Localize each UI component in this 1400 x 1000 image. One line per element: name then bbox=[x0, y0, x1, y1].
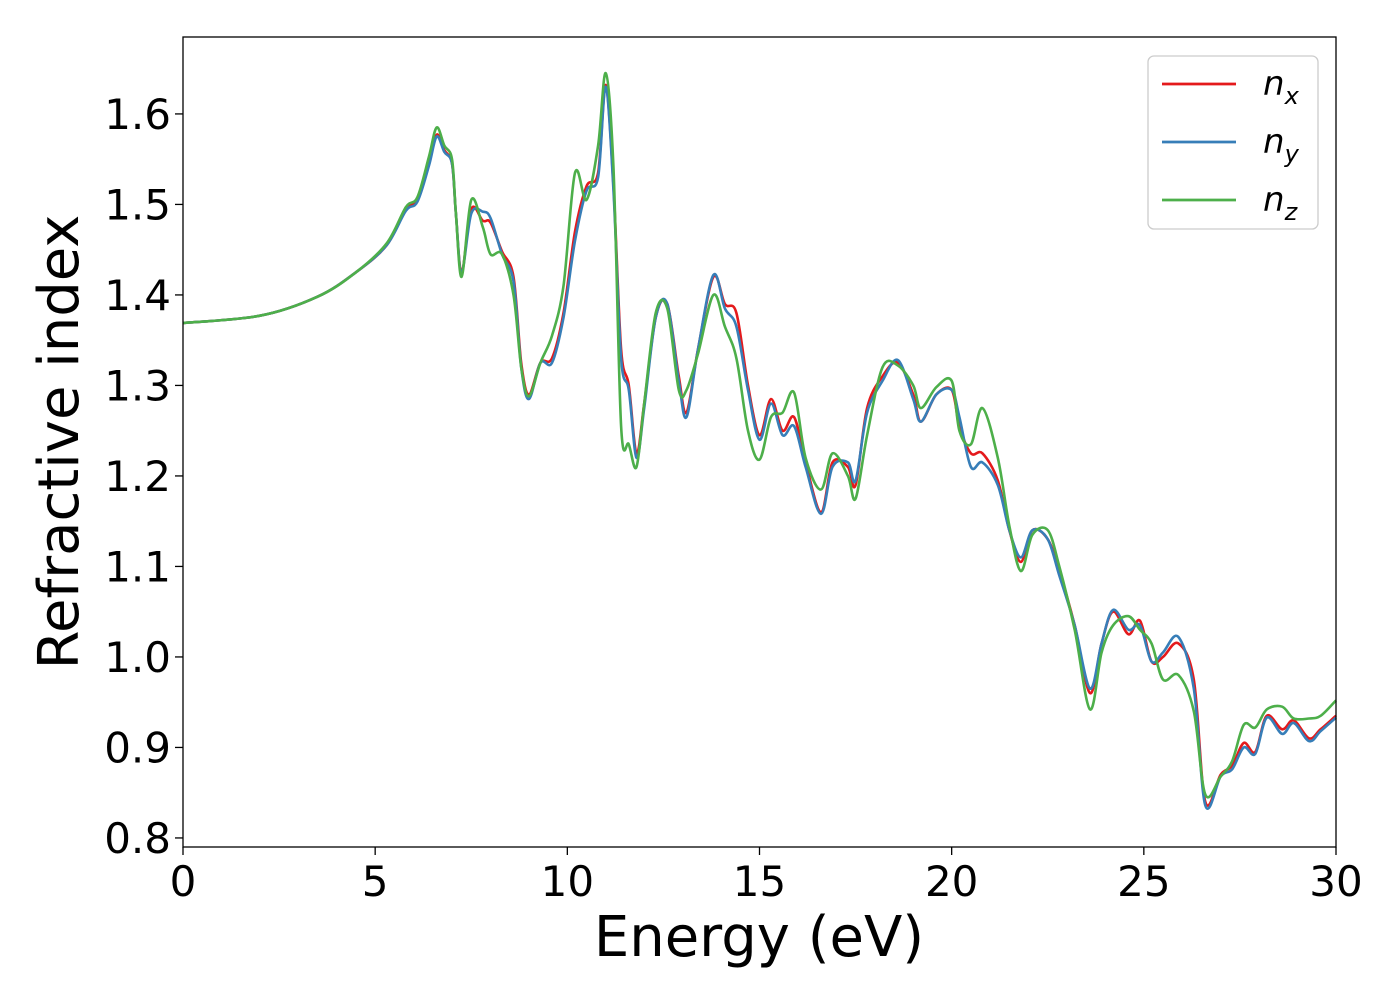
y-tick-label: 1.6 bbox=[104, 90, 171, 139]
x-tick-label: 15 bbox=[733, 857, 786, 906]
legend-label-subscript: x bbox=[1284, 82, 1300, 110]
legend-label-z: nz bbox=[1263, 180, 1299, 226]
series-line-z bbox=[182, 71, 1337, 799]
y-tick-label: 0.9 bbox=[104, 723, 171, 772]
x-tick-label: 30 bbox=[1309, 857, 1362, 906]
series-line-y bbox=[182, 85, 1337, 810]
legend-label-subscript: y bbox=[1284, 140, 1300, 168]
legend-label-x: nx bbox=[1263, 64, 1300, 110]
legend-label-main: n bbox=[1263, 180, 1285, 220]
y-tick-label: 1.1 bbox=[104, 542, 171, 591]
y-tick-label: 1.3 bbox=[104, 361, 171, 410]
legend-label-y: ny bbox=[1263, 122, 1300, 168]
x-tick-label: 5 bbox=[362, 857, 389, 906]
x-tick-label: 10 bbox=[541, 857, 594, 906]
x-tick-label: 20 bbox=[925, 857, 978, 906]
y-tick-label: 1.5 bbox=[104, 180, 171, 229]
y-tick-label: 1.0 bbox=[104, 633, 171, 682]
x-tick-label: 25 bbox=[1117, 857, 1170, 906]
y-tick-label: 1.2 bbox=[104, 452, 171, 501]
y-axis: 0.8 0.9 1.0 1.1 1.2 1.3 1.4 1.5 1.6 bbox=[104, 90, 183, 863]
legend-label-main: n bbox=[1263, 64, 1285, 104]
series-layer bbox=[182, 71, 1337, 810]
x-axis-label: Energy (eV) bbox=[594, 905, 924, 970]
x-axis: 0 5 10 15 20 25 30 bbox=[170, 847, 1363, 906]
legend-label-subscript: z bbox=[1284, 198, 1299, 226]
y-tick-label: 0.8 bbox=[104, 814, 171, 863]
x-tick-label: 0 bbox=[170, 857, 197, 906]
y-axis-label: Refractive index bbox=[27, 215, 92, 670]
y-tick-label: 1.4 bbox=[104, 271, 171, 320]
legend-label-main: n bbox=[1263, 122, 1285, 162]
